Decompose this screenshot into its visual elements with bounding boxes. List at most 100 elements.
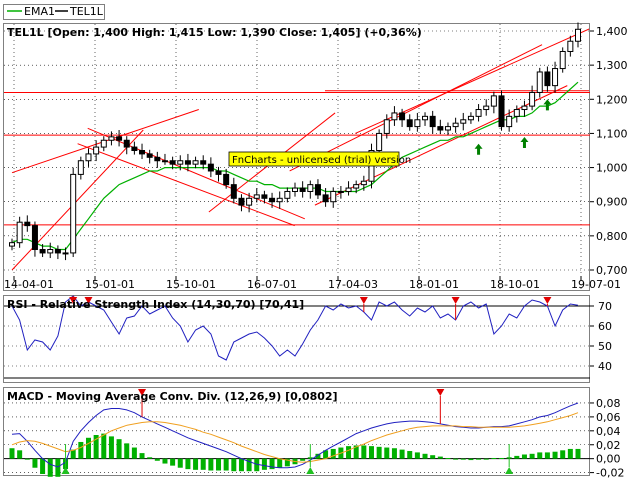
price-y-tick-label: 1,400 [596, 25, 628, 38]
macd-hist-bar [216, 458, 222, 471]
candle-body [62, 252, 69, 255]
price-x-tick-label: 14-04-01 [4, 278, 54, 291]
macd-y-tick-label: -0,02 [596, 467, 624, 480]
price-y-tick-label: 1,300 [596, 59, 628, 72]
rsi-y-tick-label: 50 [598, 340, 612, 353]
macd-hist-bar [108, 436, 114, 459]
rsi-sell-marker [451, 297, 460, 304]
macd-hist-bar [131, 447, 137, 459]
macd-hist-bar [238, 458, 244, 472]
legend-ema-label: EMA1 [24, 5, 55, 18]
macd-hist-bar [185, 458, 191, 470]
candle-body [108, 136, 115, 141]
candle-body [230, 184, 237, 199]
candle-body [131, 146, 138, 151]
macd-hist-bar [177, 458, 183, 468]
macd-hist-bar [284, 458, 290, 467]
candle-body [475, 109, 482, 117]
candle-body [276, 197, 283, 203]
macd-lines [11, 402, 579, 469]
macd-hist-bar [437, 456, 443, 459]
macd-sell-marker [436, 389, 445, 396]
candle-body [567, 40, 574, 52]
price-x-tick-label: 17-04-03 [328, 278, 378, 291]
rsi-y-tick-label: 60 [598, 320, 612, 333]
candle-body [24, 221, 31, 227]
rsi-y-axis: 40 50 60 70 [590, 300, 612, 373]
macd-panel-frame [3, 387, 590, 476]
watermark: FnCharts - unlicensed (trial) version [228, 151, 411, 167]
macd-hist-bar [514, 455, 520, 459]
candle-body [406, 119, 413, 128]
macd-hist-bar [567, 448, 573, 459]
candle-body [483, 105, 490, 111]
candle-body [399, 112, 406, 121]
candle-body [437, 126, 444, 131]
price-y-tick-label: 0,900 [596, 196, 628, 209]
macd-hist-bar [101, 433, 107, 459]
candle-body [383, 119, 390, 134]
macd-buy-marker [306, 467, 315, 474]
macd-hist-bar [414, 452, 420, 459]
rsi-sell-marker [359, 297, 368, 304]
macd-hist-bar [529, 453, 535, 459]
candle-body [452, 122, 459, 128]
candle-body [552, 68, 559, 87]
macd-buy-marker [505, 467, 514, 474]
macd-hist-bar [47, 458, 53, 477]
macd-hist-bar [353, 445, 359, 459]
watermark-text: FnCharts - unlicensed (trial) version [232, 155, 411, 166]
candle-body [192, 160, 199, 165]
candle-body [161, 160, 168, 163]
candle-body [184, 160, 191, 165]
candle-body [223, 173, 230, 186]
candle-body [506, 115, 513, 128]
macd-hist-bar [231, 458, 237, 472]
candle-body [100, 139, 107, 148]
candle-body [169, 160, 176, 165]
candle-body [207, 163, 214, 172]
macd-hist-bar [254, 458, 260, 472]
macd-hist-bar [70, 449, 76, 459]
macd-y-tick-label: 0,06 [596, 411, 621, 424]
macd-y-tick-label: 0,02 [596, 439, 621, 452]
price-x-tick-label: 15-10-01 [166, 278, 216, 291]
candle-body [146, 153, 153, 158]
candle-body [292, 187, 298, 192]
macd-markers [61, 389, 514, 474]
buy-arrow [543, 99, 552, 111]
price-y-tick-label: 1,000 [596, 162, 628, 175]
candle-body [154, 156, 161, 162]
candle-body [330, 190, 337, 203]
candle-body [215, 170, 222, 175]
macd-hist-bar [445, 457, 451, 459]
candle-body [54, 249, 61, 254]
price-y-axis: 0,700 0,800 0,900 1,000 1,100 1,200 1,300 1,400 [590, 25, 628, 277]
buy-arrow [474, 143, 483, 155]
candle-body [31, 225, 38, 251]
macd-hist-bar [269, 458, 275, 470]
candle-body [490, 95, 497, 107]
macd-hist-bar [491, 457, 497, 459]
macd-hist-bar [116, 439, 122, 459]
price-trend-line [289, 44, 543, 172]
candle-body [123, 139, 130, 148]
macd-buy-marker [61, 467, 70, 474]
macd-hist-bar [521, 454, 527, 459]
macd-hist-bar [9, 448, 15, 459]
candle-body [513, 109, 520, 117]
macd-hist-bar [544, 452, 550, 459]
legend-price-label: TEL1L [69, 5, 104, 18]
macd-hist-bar [430, 455, 436, 459]
macd-hist-bar [476, 458, 482, 460]
macd-histogram [9, 433, 581, 477]
candle-body [521, 105, 528, 111]
candle-body [536, 71, 543, 93]
candle-body [337, 190, 344, 193]
candle-body [322, 194, 329, 203]
candle-body [414, 119, 421, 128]
candle-body [39, 249, 46, 254]
macd-hist-bar [368, 446, 374, 459]
